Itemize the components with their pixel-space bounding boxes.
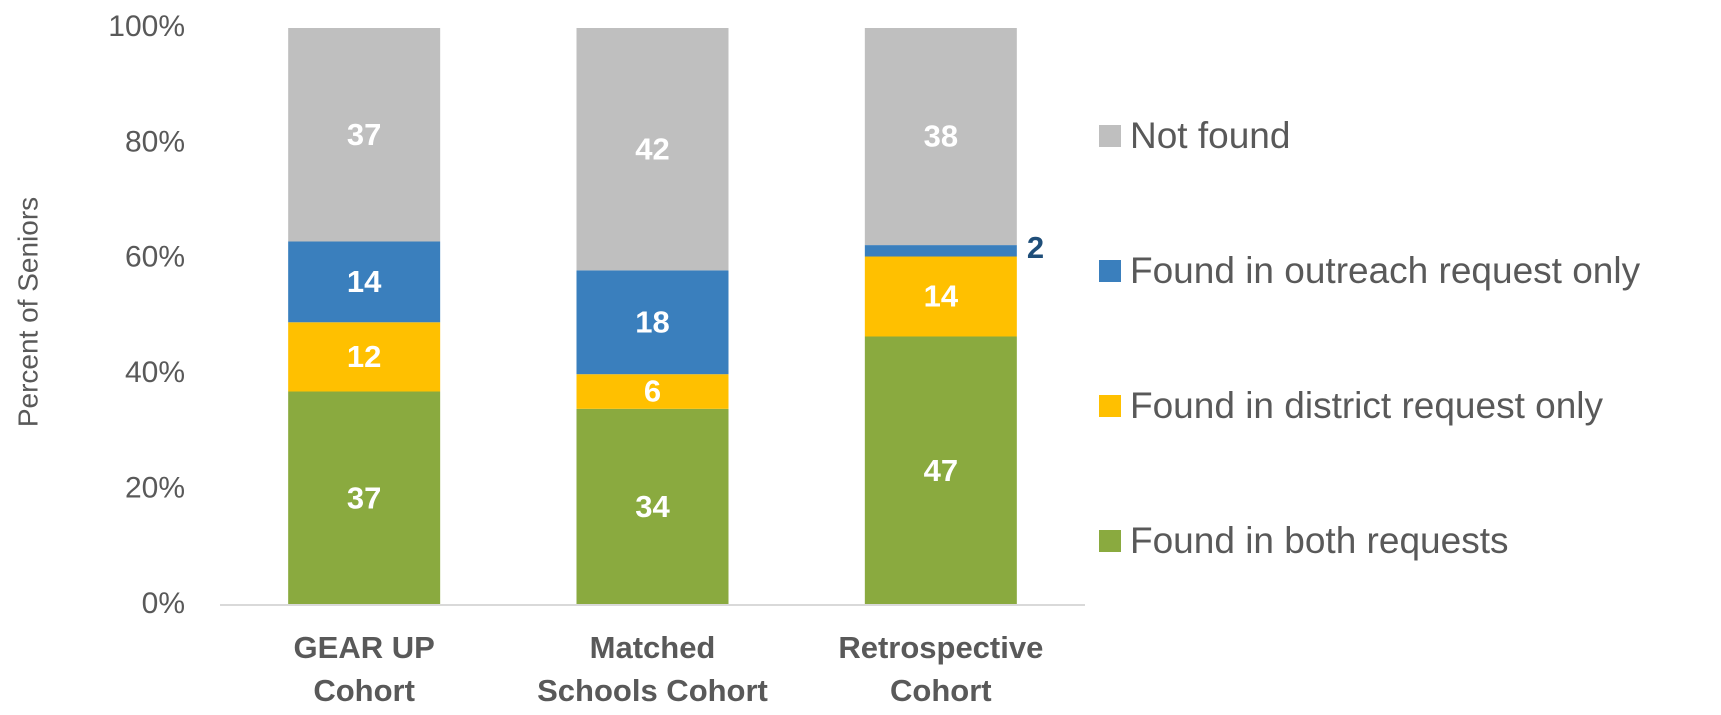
legend-label: Found in district request only bbox=[1130, 385, 1604, 426]
x-tick-label: GEAR UP bbox=[294, 630, 435, 665]
y-tick-label: 80% bbox=[125, 125, 185, 158]
value-label: 38 bbox=[924, 119, 958, 154]
bar-segment bbox=[864, 28, 1017, 246]
bar-segment bbox=[576, 28, 729, 271]
bar-segment bbox=[288, 241, 441, 323]
value-label: 18 bbox=[635, 304, 669, 339]
value-label: 2 bbox=[1027, 230, 1044, 265]
legend-swatch bbox=[1099, 260, 1121, 282]
y-tick-label: 40% bbox=[125, 356, 185, 389]
x-tick-label: Cohort bbox=[313, 673, 415, 708]
bar-segment bbox=[576, 270, 729, 375]
x-tick-label: Matched bbox=[590, 630, 716, 665]
x-tick-label: Schools Cohort bbox=[537, 673, 768, 708]
legend-swatch bbox=[1099, 395, 1121, 417]
y-axis-title: Percent of Seniors bbox=[12, 197, 43, 427]
legend-label: Found in outreach request only bbox=[1130, 250, 1641, 291]
bar-segment bbox=[864, 245, 1017, 257]
bar-segment bbox=[864, 336, 1017, 605]
value-label: 14 bbox=[347, 264, 382, 299]
legend-swatch bbox=[1099, 125, 1121, 147]
value-label: 47 bbox=[924, 453, 958, 488]
value-label: 42 bbox=[635, 131, 669, 166]
y-tick-label: 100% bbox=[108, 10, 185, 43]
value-label: 37 bbox=[347, 117, 381, 152]
bar-segment bbox=[288, 322, 441, 392]
value-label: 14 bbox=[924, 279, 959, 314]
bar-segment bbox=[864, 256, 1017, 337]
bar-segment bbox=[288, 391, 441, 605]
bar-segment bbox=[576, 374, 729, 409]
bar-segment bbox=[288, 28, 441, 242]
value-label: 12 bbox=[347, 339, 381, 374]
legend-label: Not found bbox=[1130, 115, 1290, 156]
y-tick-label: 20% bbox=[125, 472, 185, 505]
x-tick-label: Retrospective bbox=[838, 630, 1043, 665]
y-tick-label: 0% bbox=[142, 587, 185, 620]
value-label: 6 bbox=[644, 374, 661, 409]
x-tick-label: Cohort bbox=[890, 673, 992, 708]
bar-segment bbox=[576, 408, 729, 605]
value-label: 34 bbox=[635, 489, 670, 524]
value-label: 37 bbox=[347, 480, 381, 515]
y-tick-label: 60% bbox=[125, 241, 185, 274]
legend-swatch bbox=[1099, 530, 1121, 552]
legend-label: Found in both requests bbox=[1130, 520, 1508, 561]
